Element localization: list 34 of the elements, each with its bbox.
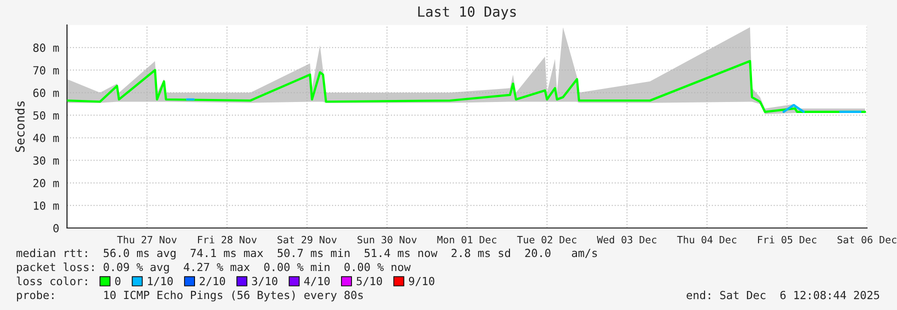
- text: packet loss: 0.09 % avg 4.27 % max 0.00 % min 0.00 % now: [17, 262, 411, 274]
- y-tick-label: 0: [53, 224, 59, 232]
- x-tick-label: Sat 29 Nov: [278, 236, 337, 244]
- legend-label: 3/10: [252, 276, 278, 286]
- y-tick-label: 60 m: [33, 88, 59, 98]
- text: median rtt: 56.0 ms avg 74.1 ms max 50.7 ms min 51.4 ms now 2.8 ms sd 20.0 am/s: [16, 248, 597, 260]
- x-tick-label: Sat 06 Dec: [838, 236, 896, 244]
- x-tick-label: Tue 02 Dec: [517, 236, 576, 244]
- line-series: [67, 60, 866, 113]
- y-tick-label: 10 m: [34, 201, 59, 210]
- x-tick-label: Fri 05 Dec: [758, 236, 816, 244]
- y-tick-label: 50 m: [33, 111, 59, 120]
- x-tick-label: Wed 03 Dec: [596, 236, 656, 244]
- x-tick-label: Thu 27 Nov: [117, 236, 177, 244]
- legend-label: 0: [115, 276, 120, 286]
- text: probe: 10 ICMP Echo Pings (56 Bytes) every 80s: [17, 290, 363, 302]
- y-tick-label: 30 m: [33, 156, 59, 165]
- legend-label: 4/10: [304, 276, 330, 286]
- legend-label: 2/10: [200, 276, 226, 286]
- y-tick-label: 80 m: [33, 44, 59, 52]
- y-axis-title: Seconds: [14, 101, 25, 152]
- text: end: Sat Dec 6 12:08:44 2025: [686, 290, 880, 300]
- legend-label: 9/10: [408, 276, 434, 286]
- y-tick-label: 40 m: [33, 134, 59, 142]
- text: loss color:: [16, 276, 87, 286]
- x-tick-label: Fri 28 Nov: [198, 236, 257, 244]
- x-tick-label: Thu 04 Dec: [677, 236, 736, 244]
- legend-label: 5/10: [356, 276, 382, 286]
- x-tick-label: Mon 01 Dec: [437, 236, 496, 244]
- chart-title: Last 10 Days: [418, 6, 516, 20]
- y-tick-label: 20 m: [33, 178, 59, 188]
- y-tick-label: 70 m: [33, 66, 59, 75]
- legend-label: 1/10: [148, 276, 173, 286]
- x-tick-label: Sun 30 Nov: [358, 236, 417, 244]
